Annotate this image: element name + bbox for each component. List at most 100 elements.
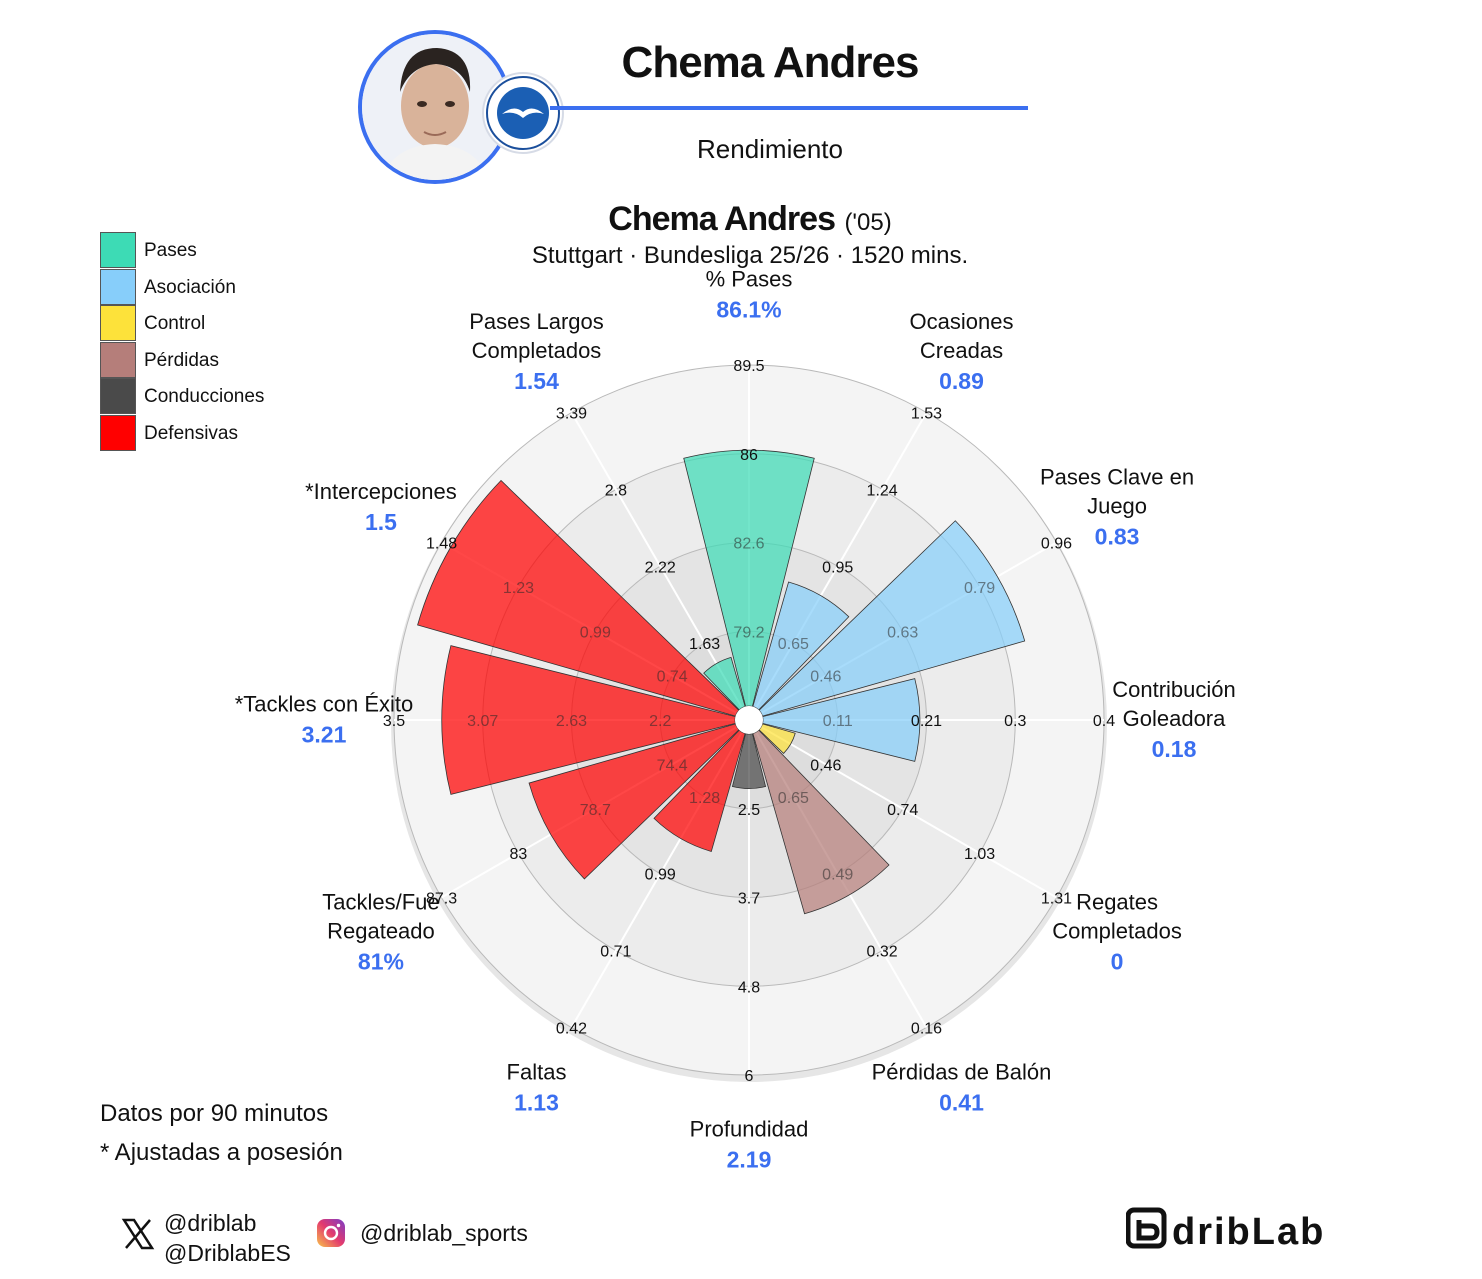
metric-label: Regates [1076,890,1158,915]
tick-label: 87.3 [426,891,457,908]
tick-label: 82.6 [733,536,764,553]
x-handle-driblabes[interactable]: @DriblabES [164,1240,291,1266]
tick-label: 0.42 [556,1020,587,1037]
tick-label: 0.99 [580,624,611,641]
tick-label: 0.96 [1041,536,1072,553]
page-title: Chema Andres [621,38,920,87]
metric-label: Completados [472,338,602,363]
tick-label: 83 [510,846,528,863]
instagram-handle[interactable]: @driblab_sports [360,1220,528,1246]
tick-label: 1.53 [911,406,942,423]
tick-label: 2.63 [556,713,587,730]
tick-label: 0.63 [887,624,918,641]
legend-swatch [100,341,136,378]
tick-label: 0.46 [810,669,841,686]
metric-label: Ocasiones [910,309,1014,334]
tick-label: 0.74 [657,669,688,686]
instagram-logo-icon [317,1219,345,1247]
metric-label: Creadas [920,338,1003,363]
tick-label: 1.48 [426,536,457,553]
chart-subtitle: Stuttgart · Bundesliga 25/26 · 1520 mins… [531,242,969,269]
chart-title: Chema Andres ('05) [450,200,1050,239]
driblab-logo-mark: dribLab [1125,1207,1325,1253]
metric-label: Contribución [1112,677,1236,702]
driblab-logo: dribLab [1125,1204,1366,1254]
legend-swatch [100,414,136,451]
player-silhouette-icon [362,34,508,180]
metric-value: 0.18 [1152,736,1197,762]
tick-label: 2.2 [649,713,671,730]
tick-label: 4.8 [738,979,760,996]
tick-label: 0.46 [810,757,841,774]
metric-label: Pases Largos [469,309,604,334]
tick-label: 1.63 [689,636,720,653]
driblab-logo-text: dribLab [1172,1211,1325,1253]
tick-label: 79.2 [733,624,764,641]
tick-label: 3.07 [467,713,498,730]
chart-bar [752,581,850,711]
spoke-line [570,412,743,709]
tick-label: 3.39 [556,406,587,423]
legend-label: Defensivas [144,422,238,444]
metric-label: *Tackles con Éxito [235,692,414,717]
metric-value: 0.41 [939,1090,984,1116]
metric-label: Juego [1087,494,1147,519]
tick-label: 3.5 [383,713,405,730]
tick-label: 0.49 [822,867,853,884]
metric-value: 86.1% [716,297,781,323]
tick-label: 0.16 [911,1020,942,1037]
metric-label: % Pases [706,267,793,292]
metric-label: Completados [1052,919,1182,944]
metric-value: 1.13 [514,1090,559,1116]
tick-label: 0.71 [600,944,631,961]
note-per90: Datos por 90 minutos [100,1100,329,1127]
metric-value: 3.21 [302,722,347,748]
legend-label: Pases [144,240,197,261]
metric-value: 2.19 [727,1147,772,1173]
metric-label: Profundidad [690,1117,809,1142]
chart-hub [735,706,763,734]
metric-value: 0.89 [939,368,984,394]
legend-swatch [100,305,136,341]
metric-value: 0 [1111,949,1124,975]
x-logo-icon [121,1218,155,1250]
x-handle-driblab[interactable]: @driblab [164,1210,257,1236]
tick-label: 2.22 [645,559,676,576]
metric-label: Goleadora [1123,706,1227,731]
chart-title-age: ('05) [844,209,892,236]
tick-label: 3.7 [738,891,760,908]
chart-title-name: Chema Andres [608,200,836,238]
tick-label: 0.3 [1004,713,1026,730]
tick-label: 0.4 [1093,713,1115,730]
metric-value: 0.83 [1095,524,1140,550]
metric-label: Pérdidas de Balón [872,1060,1052,1085]
tick-label: 89.5 [733,358,764,375]
metric-value: 1.5 [365,509,397,535]
tick-label: 0.79 [964,580,995,597]
page-subtitle: Rendimiento [697,134,843,164]
metric-label: Pases Clave en [1040,465,1194,490]
tick-label: 1.28 [689,790,720,807]
metric-value: 1.54 [514,368,559,394]
tick-label: 1.23 [503,580,534,597]
legend-swatch [100,378,136,414]
legend-label: Conducciones [144,386,265,407]
title-underline [550,106,1028,110]
legend-label: Asociación [144,276,236,298]
note-possession: * Ajustadas a posesión [100,1139,343,1166]
tick-label: 0.32 [867,944,898,961]
tick-label: 6 [745,1068,754,1085]
tick-label: 1.31 [1041,891,1072,908]
tick-label: 78.7 [580,802,611,819]
club-badge [482,72,564,154]
tick-label: 1.24 [867,482,898,499]
tick-label: 0.74 [887,802,918,819]
tick-label: 2.5 [738,802,760,819]
metric-label: Tackles/Fue [322,890,439,915]
tick-label: 0.65 [778,636,809,653]
metric-label: Faltas [507,1060,567,1085]
tick-label: 74.4 [657,757,688,774]
spoke-line [760,726,1057,899]
metric-label: Regateado [327,919,435,944]
